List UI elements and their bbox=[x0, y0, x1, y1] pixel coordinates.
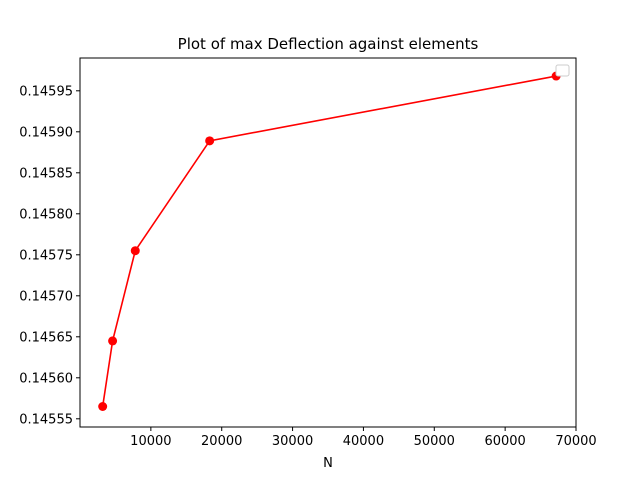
data-point bbox=[108, 336, 118, 346]
y-tick-label: 0.14580 bbox=[19, 207, 73, 222]
y-tick-label: 0.14590 bbox=[19, 125, 73, 140]
x-tick-label: 30000 bbox=[272, 434, 313, 449]
data-point bbox=[205, 136, 215, 146]
x-tick-label: 40000 bbox=[343, 434, 384, 449]
chart-title: Plot of max Deflection against elements bbox=[178, 35, 479, 53]
x-tick-label: 70000 bbox=[555, 434, 596, 449]
y-tick-label: 0.14570 bbox=[19, 289, 73, 304]
y-tick-label: 0.14575 bbox=[19, 248, 73, 263]
data-point bbox=[98, 402, 108, 411]
x-axis-label: N bbox=[323, 456, 333, 471]
y-tick-label: 0.14555 bbox=[19, 412, 73, 427]
y-tick-label: 0.14565 bbox=[19, 330, 73, 345]
axes-frame bbox=[79, 57, 577, 428]
y-tick-label: 0.14585 bbox=[19, 166, 73, 181]
y-axis: 0.14555 0.14560 0.14565 0.14570 0.14575 0.145… bbox=[19, 84, 80, 427]
series-layer bbox=[98, 71, 561, 411]
x-tick-label: 20000 bbox=[201, 434, 242, 449]
x-tick-label: 60000 bbox=[484, 434, 525, 449]
x-axis: 10000 20000 30000 40000 50000 60000 70000 bbox=[130, 427, 597, 449]
y-tick-label: 0.14560 bbox=[19, 371, 73, 386]
series-line bbox=[101, 75, 557, 407]
y-tick-label: 0.14595 bbox=[19, 84, 73, 99]
x-tick-label: 50000 bbox=[414, 434, 455, 449]
legend bbox=[555, 64, 570, 77]
data-point bbox=[130, 246, 140, 256]
x-tick-label: 10000 bbox=[130, 434, 171, 449]
plot-area bbox=[79, 57, 577, 428]
